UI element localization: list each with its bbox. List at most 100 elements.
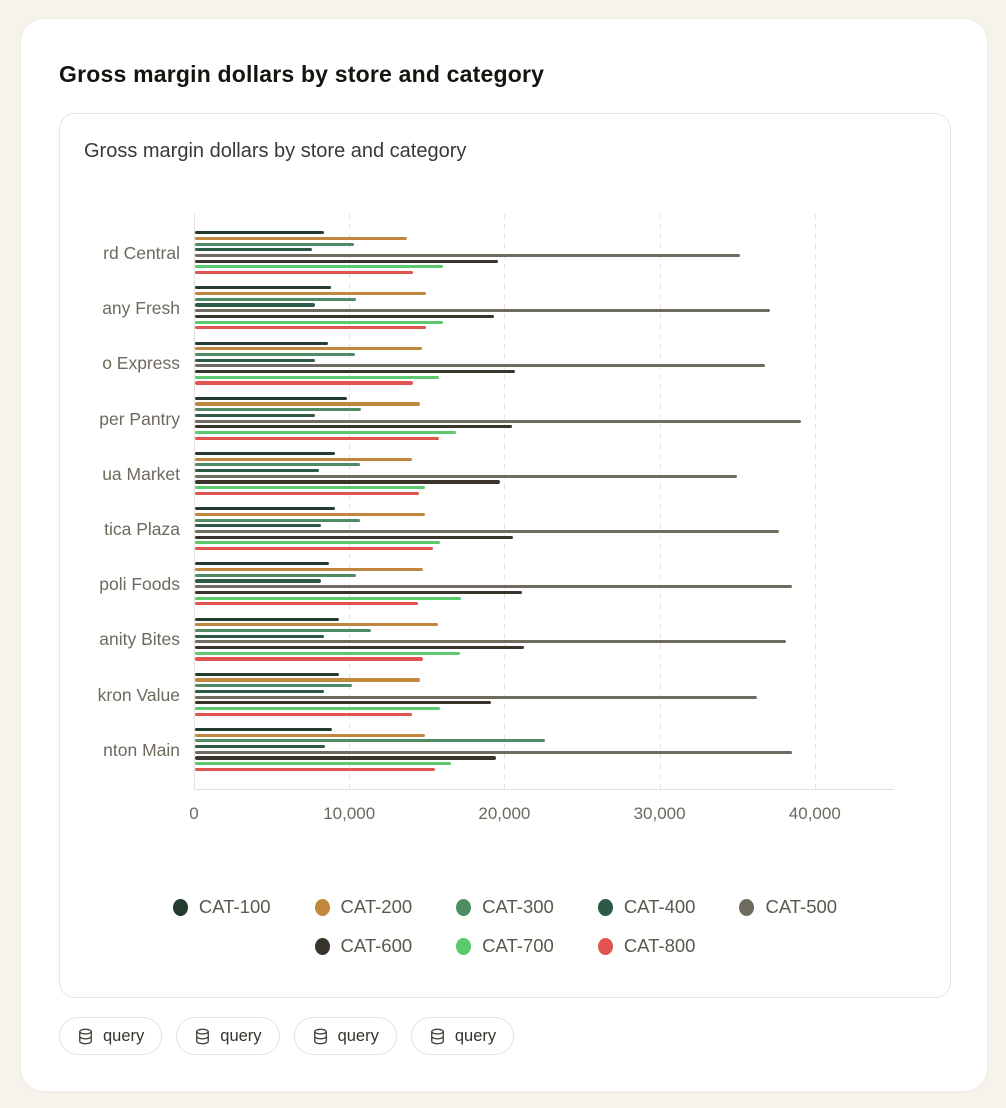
- bar-cat-700: [195, 486, 425, 490]
- bar-cat-800: [195, 381, 414, 385]
- page-title: Gross margin dollars by store and catego…: [59, 61, 545, 87]
- bar-cat-400: [195, 248, 313, 252]
- gridline: [349, 214, 351, 790]
- legend-swatch-icon: [597, 937, 613, 955]
- bar-cat-700: [195, 430, 456, 435]
- bar-cat-600: [195, 370, 515, 374]
- query-button[interactable]: query: [176, 1017, 280, 1055]
- bar-cat-100: [195, 341, 328, 345]
- query-button[interactable]: query: [410, 1017, 515, 1055]
- bar-cat-300: [195, 463, 360, 467]
- x-axis-tick-label: 30,000: [633, 804, 686, 823]
- legend-row: CAT-100 CAT-200 CAT-300 CAT-400 CAT-500: [172, 896, 837, 918]
- bar-cat-600: [195, 425, 512, 429]
- x-axis-tick-label: 20,000: [478, 804, 531, 823]
- bar-cat-700: [195, 706, 441, 711]
- legend-item-cat-700: CAT-700: [456, 935, 554, 957]
- bar-cat-800: [195, 602, 419, 606]
- legend-item-cat-100: CAT-100: [172, 896, 271, 918]
- bar-cat-700: [195, 375, 440, 379]
- bar-cat-600: [195, 701, 492, 705]
- bar-cat-300: [195, 297, 356, 301]
- bar-cat-600: [195, 590, 523, 594]
- bar-cat-400: [195, 524, 321, 528]
- bar-cat-700: [195, 265, 443, 269]
- chart-title: Gross margin dollars by store and catego…: [84, 140, 467, 162]
- bar-cat-100: [195, 672, 340, 676]
- legend-item-cat-500: CAT-500: [739, 896, 837, 918]
- bar-cat-100: [195, 507, 336, 511]
- y-axis-label: kron Value: [97, 684, 180, 705]
- y-axis-label: per Pantry: [99, 408, 180, 429]
- legend-label: CAT-100: [198, 896, 271, 917]
- dashboard-card: Gross margin dollars by store and catego…: [20, 18, 988, 1092]
- bar-cat-200: [195, 512, 426, 516]
- database-icon: [313, 1028, 327, 1044]
- bar-cat-500: [195, 750, 792, 754]
- bar-cat-700: [195, 541, 441, 545]
- bar-cat-200: [195, 568, 424, 572]
- bar-cat-600: [195, 480, 500, 484]
- bar-cat-300: [195, 408, 362, 412]
- bar-cat-800: [195, 436, 440, 440]
- query-button-label: query: [454, 1026, 497, 1045]
- bar-cat-200: [195, 623, 438, 627]
- bar-cat-400: [195, 469, 320, 473]
- bar-cat-300: [195, 684, 352, 688]
- legend-label: CAT-800: [623, 935, 696, 956]
- y-axis-label: anity Bites: [99, 629, 180, 650]
- bar-cat-600: [195, 259, 498, 263]
- query-button[interactable]: query: [293, 1017, 397, 1055]
- y-axis-line: [194, 214, 195, 790]
- bar-cat-400: [195, 745, 326, 749]
- chart-legend: CAT-100 CAT-200 CAT-300 CAT-400 CAT-500 CAT-6…: [60, 896, 950, 957]
- bar-cat-400: [195, 689, 324, 693]
- bar-cat-700: [195, 320, 443, 324]
- legend-row: CAT-600 CAT-700 CAT-800: [314, 935, 696, 957]
- bar-cat-600: [195, 535, 514, 539]
- query-buttons-row: query query query query: [59, 1017, 515, 1055]
- bar-cat-800: [195, 491, 420, 495]
- legend-item-cat-800: CAT-800: [597, 935, 696, 957]
- x-axis-tick-label: 40,000: [788, 804, 841, 823]
- legend-label: CAT-400: [623, 896, 696, 917]
- bar-cat-500: [195, 364, 766, 368]
- bar-cat-500: [195, 253, 740, 258]
- bar-cat-500: [195, 309, 771, 313]
- bar-cat-800: [195, 767, 435, 771]
- bar-cat-200: [195, 402, 421, 406]
- y-axis-label: rd Central: [103, 242, 180, 263]
- query-button-label: query: [220, 1026, 262, 1045]
- query-button[interactable]: query: [59, 1017, 163, 1055]
- bar-chart-plot: rd Central any Fresh o Express per Pantry ua…: [98, 214, 894, 823]
- bar-cat-100: [195, 727, 333, 732]
- bar-cat-700: [195, 762, 452, 766]
- bar-cat-100: [195, 231, 324, 235]
- bar-cat-400: [195, 413, 316, 417]
- bar-cat-500: [195, 474, 738, 478]
- bar-cat-100: [195, 286, 331, 290]
- gridline: [504, 214, 506, 790]
- legend-label: CAT-300: [482, 896, 554, 917]
- bar-cat-300: [195, 739, 545, 743]
- bar-cat-100: [195, 562, 330, 566]
- x-axis-tick-label: 10,000: [323, 804, 376, 823]
- y-axis-label: tica Plaza: [104, 518, 180, 539]
- bar-cat-800: [195, 547, 434, 551]
- bar-cat-200: [195, 292, 427, 296]
- bar-cat-200: [195, 347, 423, 351]
- bar-cat-400: [195, 579, 321, 583]
- legend-label: CAT-700: [482, 935, 554, 956]
- database-icon: [430, 1028, 444, 1044]
- legend-label: CAT-500: [765, 896, 838, 917]
- bar-cat-200: [195, 457, 413, 461]
- x-axis-line: [194, 789, 894, 790]
- bar-cat-100: [195, 451, 336, 456]
- x-axis-tick-label: 0: [189, 804, 199, 823]
- legend-swatch-icon: [314, 937, 330, 955]
- database-icon: [196, 1028, 210, 1044]
- y-axis-label: any Fresh: [102, 298, 180, 319]
- bar-cat-800: [195, 712, 413, 716]
- bar-cat-500: [195, 419, 802, 423]
- bar-cat-500: [195, 695, 757, 699]
